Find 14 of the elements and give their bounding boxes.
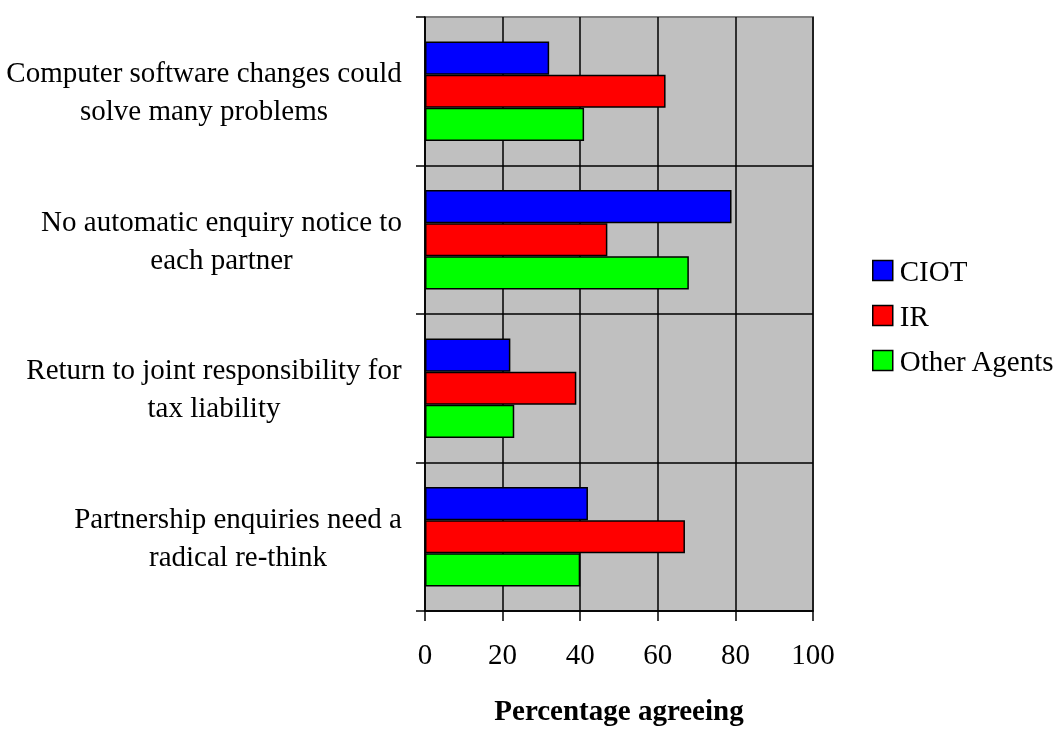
y-tick-label: No automatic enquiry notice to each partner	[41, 204, 402, 275]
x-tick-label: 80	[720, 637, 750, 670]
x-tick-label: 0	[417, 637, 433, 670]
x-tick-label: 60	[643, 637, 673, 670]
legend-label: CIOT	[899, 254, 968, 287]
x-tick-label: 100	[791, 637, 835, 670]
y-tick-label: Computer software changes could solve many problems	[6, 56, 403, 127]
x-tick-label: 20	[488, 637, 518, 670]
x-axis-title: Percentage agreeing	[494, 693, 745, 726]
legend-label: Other Agents	[899, 344, 1054, 377]
y-tick-label: Return to joint responsibility for tax liability	[26, 353, 403, 424]
x-tick-label: 40	[565, 637, 595, 670]
legend-label: IR	[899, 299, 930, 332]
y-tick-label: Partnership enquiries need a radical re-think	[74, 501, 402, 572]
